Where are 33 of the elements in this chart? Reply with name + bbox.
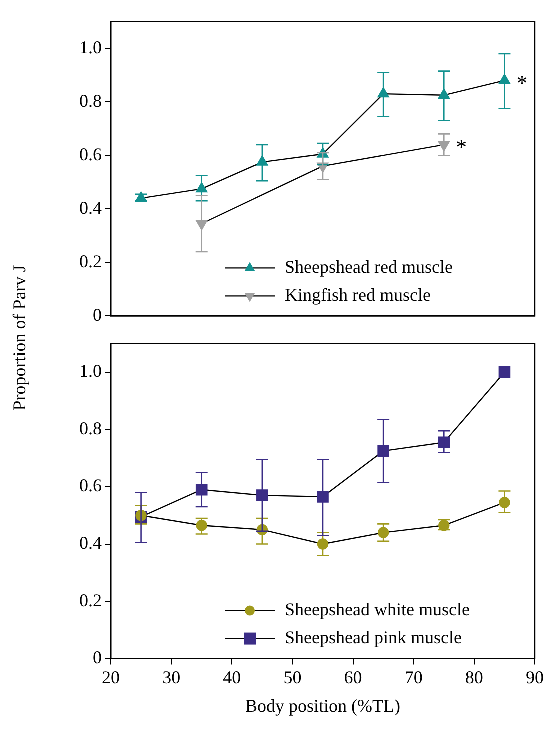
y-tick-label: 0.8 [80, 418, 102, 438]
legend-label: Sheepshead white muscle [285, 600, 470, 620]
x-tick-label: 40 [223, 667, 242, 688]
point [378, 445, 390, 458]
y-tick-label: 0.2 [80, 251, 102, 272]
y-tick-label: 0.4 [80, 198, 102, 218]
point [256, 490, 268, 502]
x-tick-label: 50 [284, 667, 302, 688]
x-tick-label: 20 [102, 667, 120, 688]
y-tick-label: 0.6 [80, 476, 102, 496]
annotation: * [456, 134, 468, 160]
point [438, 436, 450, 448]
y-tick-label: 0 [93, 304, 102, 325]
legend-label: Sheepshead red muscle [285, 256, 453, 277]
x-tick-label: 70 [404, 667, 423, 688]
y-tick-label: 1.0 [80, 361, 102, 382]
y-axis-title: Proportion of Parv J [10, 265, 30, 411]
legend-label: Kingfish red muscle [285, 284, 431, 305]
x-tick-label: 60 [344, 667, 362, 688]
point [317, 491, 329, 503]
y-tick-label: 1.0 [80, 37, 102, 58]
annotation: * [516, 70, 528, 96]
legend-label: Sheepshead pink muscle [285, 628, 462, 648]
y-tick-label: 0 [93, 648, 102, 668]
point [498, 366, 511, 378]
y-tick-label: 0.8 [80, 90, 102, 111]
x-tick-label: 90 [526, 667, 544, 688]
x-tick-label: 80 [465, 667, 484, 688]
y-tick-label: 0.2 [80, 590, 102, 610]
x-axis-title: Body position (%TL) [246, 696, 400, 716]
y-tick-label: 0.4 [80, 532, 102, 553]
x-tick-label: 30 [162, 667, 181, 688]
y-tick-label: 0.6 [80, 144, 102, 164]
